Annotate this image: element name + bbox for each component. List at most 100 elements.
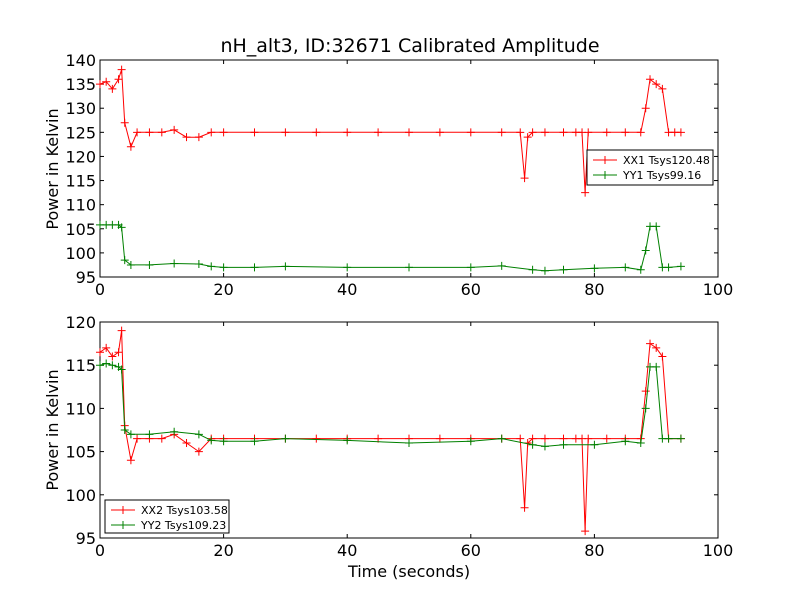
series-xx1 <box>96 65 685 197</box>
data-point <box>133 128 142 137</box>
data-point <box>157 434 166 443</box>
data-point <box>641 246 650 255</box>
data-point <box>96 80 104 89</box>
data-point <box>120 256 129 265</box>
data-point <box>602 434 611 443</box>
y-tick-label: 140 <box>65 51 96 70</box>
chart-title: nH_alt3, ID:32671 Calibrated Amplitude <box>220 35 599 57</box>
y-tick-label: 95 <box>76 529 96 548</box>
x-tick-label: 80 <box>584 541 604 560</box>
data-point <box>528 440 537 449</box>
legend-entry: XX1 Tsys120.48 <box>623 154 710 167</box>
data-point <box>652 343 661 352</box>
data-point <box>621 128 630 137</box>
data-point <box>621 263 630 272</box>
y-tick-label: 130 <box>65 99 96 118</box>
series-line <box>99 362 681 447</box>
data-point <box>540 442 549 451</box>
data-point <box>281 128 290 137</box>
y-tick-label: 100 <box>65 486 96 505</box>
data-point <box>194 447 203 456</box>
legend: XX1 Tsys120.48 YY1 Tsys99.16 <box>586 149 714 186</box>
data-point <box>435 128 444 137</box>
data-point <box>194 259 203 268</box>
data-point <box>108 352 117 361</box>
data-point <box>102 343 111 352</box>
data-point <box>126 260 135 269</box>
data-point <box>145 260 154 269</box>
data-point <box>219 128 228 137</box>
data-point <box>652 80 661 89</box>
data-point <box>126 142 135 151</box>
data-point <box>466 128 475 137</box>
data-point <box>405 438 413 447</box>
data-point <box>96 348 104 357</box>
data-point <box>102 77 111 86</box>
data-point <box>250 437 259 446</box>
data-point <box>312 128 321 137</box>
data-point <box>207 262 216 271</box>
legend-marker <box>119 521 127 529</box>
data-point <box>170 125 179 134</box>
x-tick-label: 20 <box>213 280 233 299</box>
y-tick-label: 105 <box>65 443 96 462</box>
data-point <box>652 222 661 231</box>
data-point <box>219 263 228 272</box>
data-point <box>658 352 667 361</box>
data-point <box>641 104 650 113</box>
data-point <box>108 84 117 93</box>
data-point <box>559 265 568 274</box>
data-point <box>590 440 599 449</box>
data-point <box>584 128 593 137</box>
data-point <box>117 65 126 74</box>
data-point <box>117 326 126 335</box>
legend-entry: XX2 Tsys103.58 <box>141 504 228 517</box>
data-point <box>497 434 506 443</box>
data-point <box>581 527 590 536</box>
data-point <box>145 128 154 137</box>
data-point <box>343 263 352 272</box>
data-point <box>559 128 568 137</box>
data-point <box>102 359 111 368</box>
data-point <box>646 339 655 348</box>
data-point <box>343 436 352 445</box>
y-tick-label: 115 <box>65 356 96 375</box>
y-tick-label: 115 <box>65 172 96 191</box>
bottom-xlabel: Time (seconds) <box>347 562 470 581</box>
x-tick-label: 60 <box>461 541 481 560</box>
data-point <box>194 430 203 439</box>
data-point <box>117 223 126 232</box>
data-point <box>621 437 630 446</box>
data-point <box>676 128 685 137</box>
data-point <box>250 128 259 137</box>
data-point <box>658 84 667 93</box>
data-point <box>405 263 413 272</box>
plot-area <box>99 59 719 278</box>
data-point <box>641 404 650 413</box>
legend-marker <box>119 506 127 514</box>
data-point <box>117 365 126 374</box>
data-point <box>182 438 191 447</box>
plot-area <box>99 321 719 539</box>
top-panel: 0 20 40 60 80 100 95 100 105 110 115 120 125 130 135 14… <box>65 51 733 299</box>
data-point <box>126 430 135 439</box>
data-point <box>676 262 685 271</box>
data-point <box>207 436 216 445</box>
data-point <box>497 128 506 137</box>
top-ylabel: Power in Kelvin <box>43 108 62 229</box>
data-point <box>343 128 352 137</box>
x-tick-label: 40 <box>337 280 357 299</box>
data-point <box>182 133 191 142</box>
data-point <box>664 434 673 443</box>
data-point <box>528 128 537 137</box>
data-point <box>590 264 599 273</box>
legend-box <box>586 149 714 186</box>
data-point <box>114 348 123 357</box>
data-point <box>120 118 129 127</box>
y-tick-label: 110 <box>65 196 96 215</box>
data-point <box>516 128 525 137</box>
x-tick-label: 80 <box>584 280 604 299</box>
data-point <box>312 434 321 443</box>
legend-box <box>104 499 230 534</box>
